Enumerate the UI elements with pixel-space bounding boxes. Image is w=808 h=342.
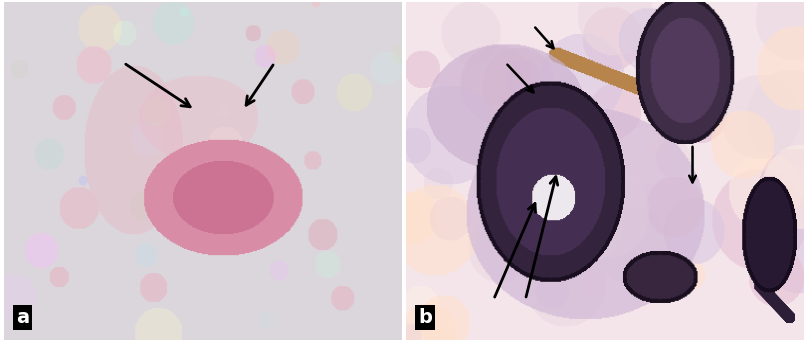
Text: b: b (418, 308, 431, 327)
Text: a: a (16, 308, 29, 327)
